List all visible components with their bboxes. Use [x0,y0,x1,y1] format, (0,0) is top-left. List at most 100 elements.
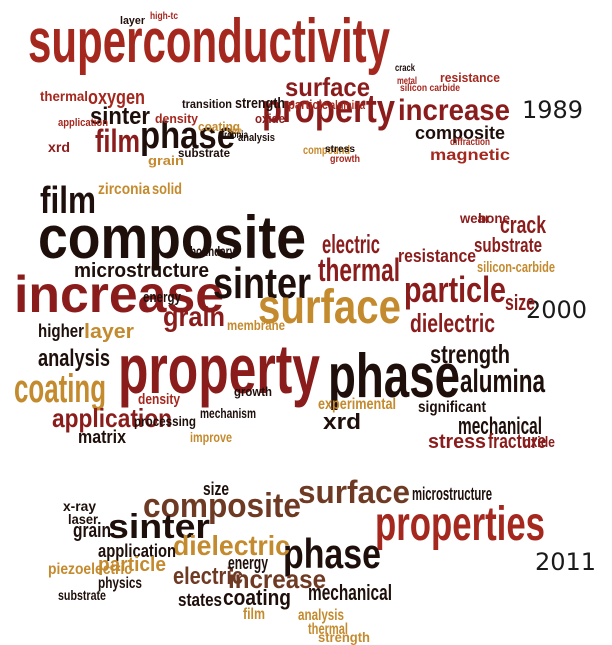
cloud-word: energy [228,553,268,573]
cloud-word: higher [38,321,84,341]
cloud-word: size [505,290,535,315]
cloud-word: application [52,403,172,433]
cloud-word: particle [288,97,328,112]
cloud-word: coating [198,119,240,134]
cloud-word: strength [235,95,285,112]
cloud-word: mechanical [308,580,392,605]
cloud-word: grain [163,301,225,332]
cloud-word: silicon-carbide [477,259,555,276]
cloud-word: thermal [318,252,400,288]
cloud-word: analysis [38,345,110,372]
cloud-word: density [155,111,199,126]
cloud-word: strength [430,339,510,369]
cloud-word: sinter [213,259,311,308]
cloud-word: wear [459,210,490,226]
cloud-word: phase [283,530,381,577]
cloud-word: alumina [460,363,545,399]
cloud-word: matrix [78,427,126,447]
cloud-word: coating [14,367,106,411]
cloud-word: thermal [40,88,88,104]
cloud-word: microstructure [412,484,492,504]
cloud-word: electric [173,563,243,590]
cloud-word: mechanical [458,413,542,440]
cloud-word: fracture [488,431,546,453]
cloud-word: property [262,87,396,131]
cloud-word: magnetic [430,147,510,164]
cloud-word: silicon carbide [400,83,460,94]
cloud-word: energy [143,289,181,306]
cloud-word: oxide [255,111,285,126]
cloud-word: physics [98,575,142,592]
cloud-word: application [58,117,108,129]
cloud-word: increase [398,94,510,127]
cloud-word: superconductivity [28,7,390,76]
cloud-word: increase [14,266,224,324]
cloud-word: mechanism [200,405,256,421]
cloud-word: significant [418,399,487,416]
cloud-word: surface [285,72,370,102]
cloud-word: processing [134,413,196,429]
cloud-word: x-ray [63,498,96,514]
cloud-word: oxygen [88,87,145,109]
cloud-word: surface [258,281,401,334]
cloud-word: phase [140,115,235,157]
cloud-word: particle [404,269,506,310]
cloud-word: composite [415,123,505,143]
cloud-word: analysis [298,607,344,624]
cloud-word: composite [143,487,301,525]
cloud-word: thermal [308,621,348,638]
cloud-word: property [118,330,320,408]
cloud-word: laser [68,511,98,527]
cloud-word: metal [397,76,417,87]
year-label: 1989 [522,96,583,124]
cloud-word: substrate [178,146,230,160]
cloud-word: sinter [108,508,210,546]
year-label: 2000 [526,296,587,324]
cloud-word: increase [228,564,326,594]
cloud-word: boundary [190,243,235,259]
cloud-word: improve [190,429,232,445]
cloud-word: piezoelectric [48,561,132,578]
cloud-word: electric [322,229,380,259]
cloud-word: compound [303,143,350,157]
cloud-word: dielectric [410,308,495,338]
cloud-word: substrate [58,587,106,603]
cloud-word: stress [428,431,486,453]
cloud-word: application [98,541,176,561]
cloud-word: grain [148,153,184,168]
cloud-word: transition [182,97,232,111]
cloud-word: resistance [398,246,476,266]
cloud-word: crack [395,63,415,74]
cloud-word: analysis [238,132,275,144]
cloud-word: particle [98,554,166,576]
cloud-word: xrd [323,409,361,434]
year-label: 2011 [535,548,596,576]
cloud-word: density [138,391,181,408]
cloud-word: size [203,479,229,499]
cloud-word: film [243,606,265,623]
cloud-word: coating [223,585,291,610]
cloud-word: zirconia [98,181,150,198]
cloud-word: film [40,180,96,222]
cloud-word: membrane [227,317,285,333]
cloud-word: substrate [474,235,542,257]
cloud-word: growth [234,384,272,399]
cloud-word: solid [152,181,182,198]
cloud-word: stress [325,144,355,155]
cloud-word: grain [73,520,111,542]
cloud-word: high-tc [150,11,178,22]
cloud-word: diffraction [450,137,490,148]
cloud-word: layer [120,15,146,27]
cloud-word: size [228,126,242,137]
cloud-word: zirconia [218,130,248,141]
cloud-word: microstructure [74,260,209,282]
cloud-word: crack [500,212,546,239]
cloud-word: resistance [440,70,500,85]
cloud-word: experimental [318,396,396,413]
cloud-word: growth [330,154,360,165]
cloud-word: composite [38,204,306,271]
cloud-word: layer [84,321,134,343]
cloud-word: xrd [48,139,70,155]
cloud-word: surface [298,474,410,510]
cloud-word: film [95,123,140,159]
